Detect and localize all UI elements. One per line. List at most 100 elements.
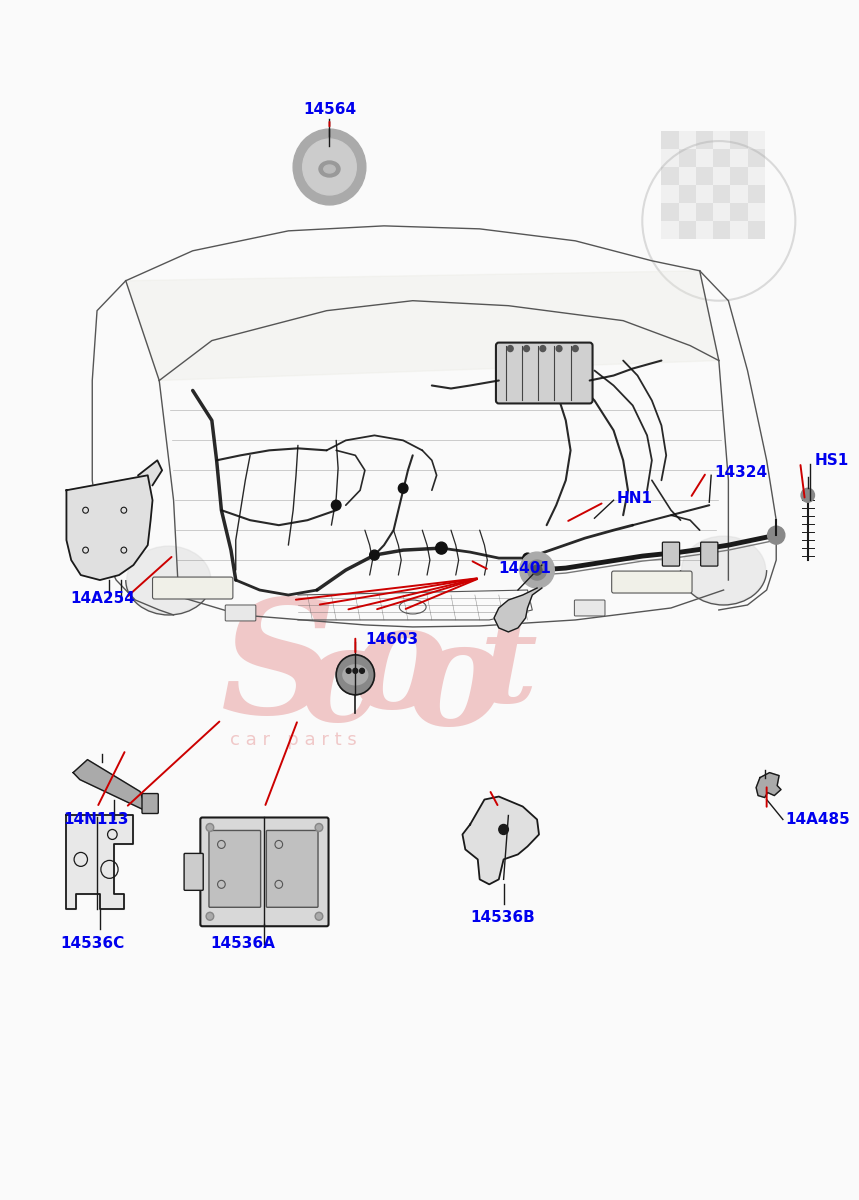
- Circle shape: [293, 130, 366, 205]
- FancyBboxPatch shape: [209, 830, 260, 907]
- Bar: [730, 131, 747, 149]
- Bar: [730, 167, 747, 185]
- Text: 14536A: 14536A: [210, 936, 275, 950]
- FancyBboxPatch shape: [701, 542, 718, 566]
- Ellipse shape: [343, 665, 368, 685]
- Bar: [661, 167, 679, 185]
- Bar: [679, 203, 696, 221]
- Circle shape: [206, 823, 214, 832]
- FancyBboxPatch shape: [153, 577, 233, 599]
- FancyBboxPatch shape: [200, 817, 328, 926]
- Text: c a r   p a r t s: c a r p a r t s: [229, 731, 356, 749]
- Circle shape: [572, 346, 578, 352]
- Circle shape: [317, 824, 321, 830]
- Text: 14N113: 14N113: [64, 812, 129, 827]
- Polygon shape: [756, 773, 781, 798]
- Bar: [747, 149, 765, 167]
- Bar: [747, 221, 765, 239]
- Bar: [747, 167, 765, 185]
- Bar: [696, 185, 713, 203]
- Polygon shape: [125, 271, 719, 380]
- FancyBboxPatch shape: [612, 571, 692, 593]
- Text: HN1: HN1: [617, 491, 653, 505]
- Bar: [679, 185, 696, 203]
- Text: HS1: HS1: [814, 452, 849, 468]
- Circle shape: [527, 560, 546, 580]
- Polygon shape: [462, 797, 539, 884]
- Circle shape: [302, 139, 356, 194]
- FancyBboxPatch shape: [662, 542, 679, 566]
- Bar: [696, 149, 713, 167]
- Text: 14564: 14564: [303, 102, 356, 116]
- Text: 14536B: 14536B: [470, 910, 535, 925]
- Circle shape: [520, 552, 554, 588]
- Circle shape: [369, 550, 379, 560]
- Bar: [661, 221, 679, 239]
- Circle shape: [533, 565, 542, 575]
- Text: 14536C: 14536C: [61, 936, 125, 950]
- Circle shape: [315, 912, 323, 920]
- Bar: [713, 203, 730, 221]
- Polygon shape: [73, 760, 155, 810]
- Circle shape: [336, 655, 375, 695]
- Bar: [730, 221, 747, 239]
- Bar: [713, 221, 730, 239]
- Polygon shape: [138, 461, 162, 485]
- Bar: [696, 221, 713, 239]
- Bar: [713, 167, 730, 185]
- Circle shape: [768, 526, 785, 544]
- Bar: [713, 131, 730, 149]
- Bar: [661, 185, 679, 203]
- FancyBboxPatch shape: [225, 605, 256, 620]
- Text: t: t: [479, 607, 537, 728]
- Bar: [730, 203, 747, 221]
- Text: S: S: [221, 593, 337, 746]
- Circle shape: [523, 553, 533, 563]
- Text: c: c: [301, 620, 381, 749]
- Circle shape: [360, 668, 364, 673]
- Bar: [696, 167, 713, 185]
- Ellipse shape: [324, 166, 335, 173]
- FancyBboxPatch shape: [496, 342, 593, 403]
- Bar: [713, 149, 730, 167]
- Circle shape: [556, 346, 562, 352]
- Bar: [679, 167, 696, 185]
- Bar: [730, 149, 747, 167]
- Circle shape: [353, 668, 357, 673]
- Circle shape: [499, 824, 509, 834]
- Bar: [696, 203, 713, 221]
- Circle shape: [317, 913, 321, 919]
- Bar: [747, 203, 765, 221]
- Circle shape: [801, 488, 814, 503]
- FancyBboxPatch shape: [184, 853, 204, 890]
- Ellipse shape: [126, 546, 210, 614]
- Circle shape: [540, 346, 545, 352]
- Text: o: o: [350, 598, 447, 738]
- FancyBboxPatch shape: [575, 600, 605, 616]
- Circle shape: [524, 346, 529, 352]
- Bar: [661, 131, 679, 149]
- Bar: [679, 131, 696, 149]
- Circle shape: [436, 542, 448, 554]
- Polygon shape: [494, 588, 542, 632]
- Circle shape: [399, 484, 408, 493]
- Bar: [679, 149, 696, 167]
- Circle shape: [208, 913, 212, 919]
- Text: 14A485: 14A485: [786, 812, 850, 827]
- Ellipse shape: [319, 161, 340, 176]
- Polygon shape: [66, 815, 133, 910]
- Bar: [679, 221, 696, 239]
- Bar: [661, 149, 679, 167]
- Text: 14324: 14324: [714, 464, 767, 480]
- Text: 14A254: 14A254: [70, 590, 135, 606]
- Bar: [696, 131, 713, 149]
- Bar: [747, 131, 765, 149]
- FancyBboxPatch shape: [266, 830, 318, 907]
- Ellipse shape: [681, 536, 765, 604]
- Circle shape: [346, 668, 351, 673]
- Circle shape: [315, 823, 323, 832]
- Bar: [713, 185, 730, 203]
- Text: 14603: 14603: [365, 632, 418, 648]
- Bar: [661, 203, 679, 221]
- Circle shape: [206, 912, 214, 920]
